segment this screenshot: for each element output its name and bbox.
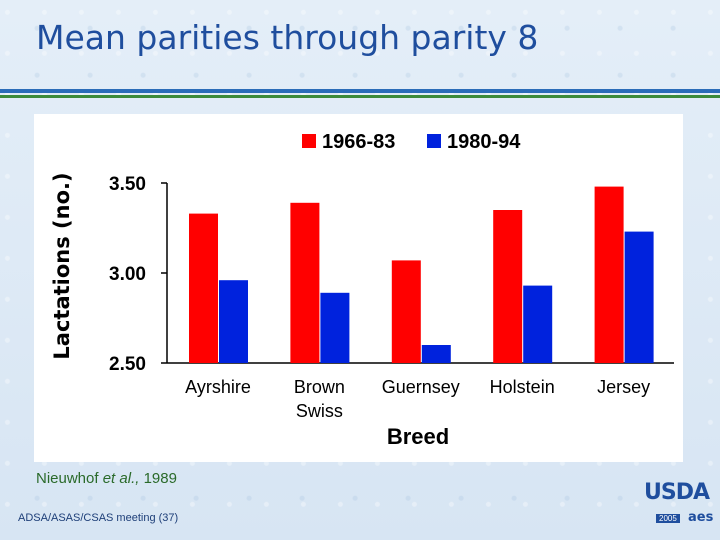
x-tick-label: Holstein [490,377,555,397]
x-tick-label: Ayrshire [185,377,251,397]
bar-series2 [624,231,654,363]
usda-logo-text: USDA [644,480,710,505]
x-axis-label: Breed [387,424,449,449]
aes-logo-mark: aes [688,510,714,525]
legend-swatch [427,134,441,148]
x-tick-label: Guernsey [382,377,460,397]
x-tick-label: Brown [294,377,345,397]
x-tick-label: Swiss [296,401,343,421]
legend-swatch [302,134,316,148]
usda-logo-year: 2005 [656,514,680,523]
citation-year: 1989 [143,470,177,487]
bar-series1 [493,210,523,363]
bar-series1 [290,202,320,363]
slide-title: Mean parities through parity 8 [36,18,539,57]
legend-label: 1966-83 [322,131,395,153]
y-tick-label: 2.50 [109,354,146,375]
bar-series1 [594,186,624,363]
citation-author: Nieuwhof [36,470,99,487]
bar-series1 [391,260,421,363]
y-tick-label: 3.50 [109,174,146,195]
bar-series2 [320,292,350,363]
footer-meeting: ADSA/ASAS/CSAS meeting (37) [18,512,179,524]
x-tick-label: Jersey [597,377,650,397]
bar-chart: 2.50 3.00 3.50 Lactations (no.) Ayrshire Brow… [50,131,674,449]
y-tick-label: 3.00 [109,264,146,285]
bar-series1 [189,213,218,363]
legend-label: 1980-94 [447,131,521,153]
bar-series2 [219,280,248,363]
usda-logo: USDA 2005 aes [644,480,714,528]
y-axis-label: Lactations (no.) [50,172,74,359]
title-rule-green [0,95,720,98]
citation-etal: et al., [102,470,140,487]
chart-panel [34,114,683,462]
title-rule-blue [0,89,720,93]
citation: Nieuwhof et al., 1989 [36,470,177,487]
bar-series2 [523,285,553,363]
bar-series2 [421,345,451,363]
